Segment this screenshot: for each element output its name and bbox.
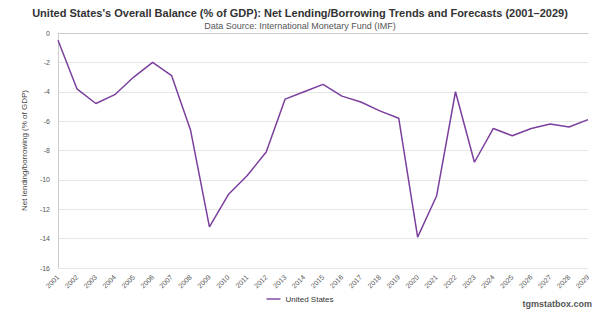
svg-text:2019: 2019 <box>385 273 401 289</box>
svg-text:2012: 2012 <box>253 273 269 289</box>
svg-text:Net lending/borrowing (% of GD: Net lending/borrowing (% of GDP) <box>20 90 29 211</box>
svg-text:2021: 2021 <box>423 273 439 289</box>
svg-text:-8: -8 <box>44 147 50 154</box>
svg-text:2013: 2013 <box>272 273 288 289</box>
svg-text:2004: 2004 <box>101 273 117 289</box>
svg-text:tgmstatbox.com: tgmstatbox.com <box>522 299 592 309</box>
svg-text:-4: -4 <box>44 88 50 95</box>
svg-text:2029: 2029 <box>575 273 591 289</box>
svg-text:2026: 2026 <box>518 273 534 289</box>
svg-text:Data Source: International Mon: Data Source: International Monetary Fund… <box>204 21 396 31</box>
svg-text:2014: 2014 <box>291 273 307 289</box>
svg-text:2008: 2008 <box>177 273 193 289</box>
svg-text:2005: 2005 <box>120 273 136 289</box>
svg-text:2028: 2028 <box>556 273 572 289</box>
svg-text:2010: 2010 <box>215 273 231 289</box>
svg-text:United States's Overall Balanc: United States's Overall Balance (% of GD… <box>32 7 568 19</box>
svg-text:2006: 2006 <box>139 273 155 289</box>
svg-text:2003: 2003 <box>82 273 98 289</box>
svg-text:-14: -14 <box>40 235 50 242</box>
svg-text:2001: 2001 <box>45 273 61 289</box>
svg-text:2025: 2025 <box>499 273 515 289</box>
svg-text:2017: 2017 <box>347 273 363 289</box>
svg-text:-6: -6 <box>44 118 50 125</box>
svg-text:2011: 2011 <box>234 273 250 289</box>
svg-text:2018: 2018 <box>366 273 382 289</box>
svg-text:2027: 2027 <box>537 273 553 289</box>
svg-text:-10: -10 <box>40 176 50 183</box>
svg-text:2023: 2023 <box>461 273 477 289</box>
svg-text:2015: 2015 <box>310 273 326 289</box>
svg-text:2020: 2020 <box>404 273 420 289</box>
svg-text:0: 0 <box>46 30 50 37</box>
svg-text:2009: 2009 <box>196 273 212 289</box>
svg-text:2022: 2022 <box>442 273 458 289</box>
svg-text:2007: 2007 <box>158 273 174 289</box>
svg-text:2016: 2016 <box>328 273 344 289</box>
svg-text:-12: -12 <box>40 206 50 213</box>
svg-text:-2: -2 <box>44 59 50 66</box>
svg-text:United States: United States <box>285 295 333 304</box>
svg-text:2024: 2024 <box>480 273 496 289</box>
svg-text:2002: 2002 <box>63 273 79 289</box>
svg-text:-16: -16 <box>40 265 50 272</box>
